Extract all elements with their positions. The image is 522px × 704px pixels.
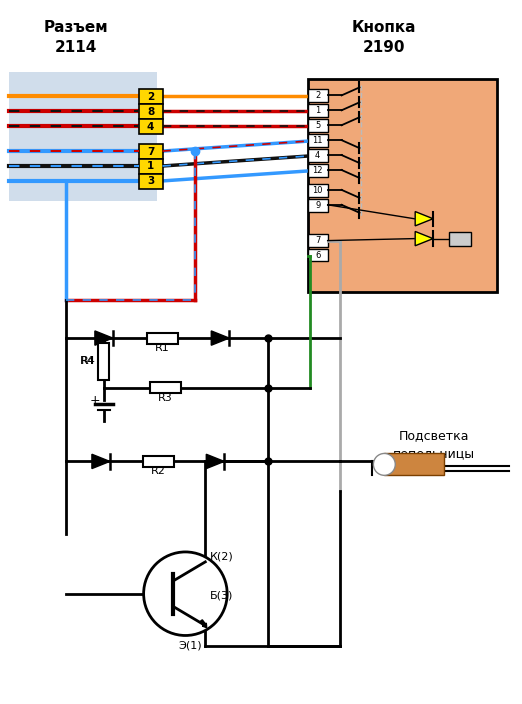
Text: 12: 12 — [313, 166, 323, 175]
Text: 8: 8 — [147, 107, 154, 117]
Bar — [308, 199, 328, 212]
Bar — [384, 453, 444, 475]
Bar — [143, 456, 174, 467]
Text: Разъем: Разъем — [44, 20, 108, 34]
Text: 4: 4 — [315, 151, 321, 160]
Bar — [308, 104, 328, 118]
Text: 6: 6 — [315, 251, 321, 260]
Bar — [308, 164, 328, 177]
Text: R1: R1 — [155, 343, 170, 353]
Text: 9: 9 — [315, 201, 321, 210]
Text: 2: 2 — [315, 92, 321, 101]
Bar — [139, 119, 162, 134]
Text: 4: 4 — [147, 122, 155, 132]
Bar — [308, 149, 328, 162]
Text: R4: R4 — [80, 356, 96, 367]
Text: 3: 3 — [147, 177, 154, 187]
Bar — [308, 119, 328, 132]
Text: 11: 11 — [313, 136, 323, 145]
Bar — [150, 382, 182, 394]
Bar — [308, 134, 328, 147]
Circle shape — [373, 453, 395, 475]
Polygon shape — [415, 232, 433, 246]
Bar — [139, 159, 162, 174]
Text: R2: R2 — [151, 466, 166, 477]
Text: Кнопка: Кнопка — [352, 20, 417, 34]
Text: 7: 7 — [315, 236, 321, 244]
Bar — [9, 72, 157, 201]
Bar — [139, 174, 162, 189]
Text: 10: 10 — [313, 186, 323, 195]
Polygon shape — [206, 454, 224, 469]
FancyArrow shape — [200, 620, 207, 628]
Text: 2190: 2190 — [363, 39, 406, 55]
Bar — [147, 332, 179, 344]
Bar — [98, 343, 109, 380]
Polygon shape — [95, 331, 113, 345]
Bar — [308, 80, 497, 292]
Text: R3: R3 — [158, 393, 173, 403]
Text: Э(1): Э(1) — [179, 641, 202, 650]
Text: К(2): К(2) — [210, 552, 234, 562]
Text: 1: 1 — [315, 106, 321, 115]
Polygon shape — [211, 331, 229, 345]
Bar — [308, 234, 328, 246]
Bar — [449, 232, 471, 246]
Text: 7: 7 — [147, 146, 155, 156]
Text: 1: 1 — [147, 161, 154, 172]
Polygon shape — [415, 211, 433, 226]
Text: Подсветка
пепельницы: Подсветка пепельницы — [393, 429, 475, 460]
Bar — [139, 144, 162, 159]
Bar — [139, 89, 162, 104]
Text: 2: 2 — [147, 92, 154, 102]
Text: Б(3): Б(3) — [210, 591, 234, 601]
Text: R4: R4 — [79, 356, 94, 367]
Circle shape — [144, 552, 227, 636]
Text: +: + — [90, 394, 100, 407]
Bar — [308, 184, 328, 197]
Bar — [308, 89, 328, 102]
Text: 2114: 2114 — [55, 39, 97, 55]
Bar — [139, 104, 162, 119]
Bar — [308, 249, 328, 261]
Text: 5: 5 — [315, 121, 321, 130]
Polygon shape — [92, 454, 110, 469]
